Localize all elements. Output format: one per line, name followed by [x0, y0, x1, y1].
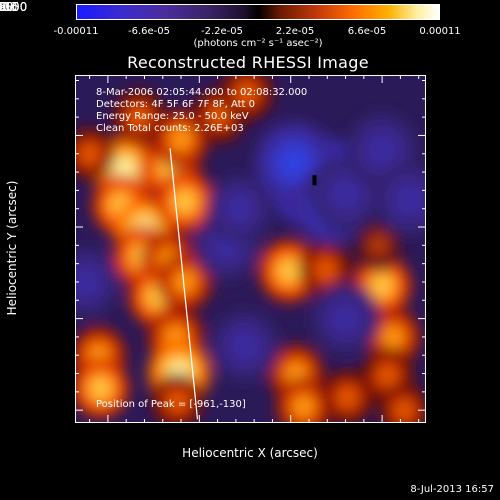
- colorbar-tick: -0.00011: [53, 26, 99, 37]
- colorbar-tick: 2.2e-05: [275, 26, 315, 37]
- x-tick-label: -1000: [0, 0, 18, 14]
- heatmap-blob: [332, 304, 360, 333]
- colorbar-tick: 6.6e-05: [347, 26, 387, 37]
- chart-title: Reconstructed RHESSI Image: [127, 53, 369, 72]
- plot-area: 8-Mar-2006 02:05:44.000 to 02:08:32.000 …: [75, 75, 426, 423]
- heatmap-blob: [278, 146, 311, 180]
- colorbar-tick: -2.2e-05: [201, 26, 243, 37]
- minimum-marker: [312, 175, 317, 186]
- heatmap-blob: [173, 189, 197, 214]
- heatmap-blob: [382, 325, 404, 349]
- annotation-energy-range: Energy Range: 25.0 - 50.0 keV: [96, 111, 249, 122]
- heatmap-blob: [75, 268, 100, 296]
- y-tick-label: -50: [0, 0, 20, 14]
- colorbar-tick: 0.00011: [419, 26, 461, 37]
- heatmap-blob: [337, 386, 358, 409]
- heatmap-blob: [89, 376, 112, 401]
- heatmap-blob: [167, 390, 188, 412]
- plot-frame: [75, 75, 426, 423]
- heatmap-blob: [377, 364, 398, 387]
- x-tick-label: -900: [0, 0, 14, 14]
- heatmap-blob: [128, 106, 150, 129]
- y-tick-label: -100: [0, 0, 28, 14]
- heatmap-blob: [331, 179, 360, 210]
- heatmap-blob: [169, 127, 193, 151]
- y-tick-label: 0: [0, 0, 8, 14]
- limb-line: [169, 148, 199, 420]
- heatmap-blob: [226, 195, 253, 223]
- colorbar: [76, 4, 440, 20]
- heatmap-blob: [394, 399, 414, 421]
- annotation-clean-counts: Clean Total counts: 2.26E+03: [96, 123, 244, 134]
- x-axis-label: Heliocentric X (arcsec): [182, 446, 318, 460]
- colorbar-gradient: [77, 5, 439, 19]
- heatmap-blob: [231, 331, 259, 361]
- heatmap-blob: [395, 184, 424, 215]
- colorbar-tick: -6.6e-05: [128, 26, 170, 37]
- heatmap-blob: [236, 82, 258, 105]
- x-tick-label: -850: [0, 0, 14, 14]
- heatmap-blob: [292, 395, 315, 418]
- heatmap-blob: [368, 235, 389, 256]
- date-stamp: 8-Jul-2013 16:57: [410, 484, 494, 495]
- peak-position-label: Position of Peak = [-961,-130]: [96, 399, 246, 410]
- heatmap-blob: [367, 135, 397, 166]
- x-tick-label: -950: [0, 0, 14, 14]
- heatmap-layer: [75, 75, 426, 423]
- heatmap-blob: [315, 258, 336, 281]
- heatmap-blob: [173, 270, 196, 294]
- y-axis-label: Heliocentric Y (arcsec): [5, 180, 19, 316]
- annotation-detectors: Detectors: 4F 5F 6F 7F 8F, Att 0: [96, 99, 255, 110]
- heatmap-blob: [277, 258, 301, 284]
- heatmap-blob: [370, 273, 394, 298]
- heatmap-blob: [79, 143, 100, 165]
- annotation-time-range: 8-Mar-2006 02:05:44.000 to 02:08:32.000: [96, 87, 307, 98]
- heatmap-blob: [209, 104, 230, 127]
- colorbar-units: (photons cm⁻² s⁻¹ asec⁻²): [193, 38, 323, 49]
- y-tick-label: -150: [0, 0, 28, 14]
